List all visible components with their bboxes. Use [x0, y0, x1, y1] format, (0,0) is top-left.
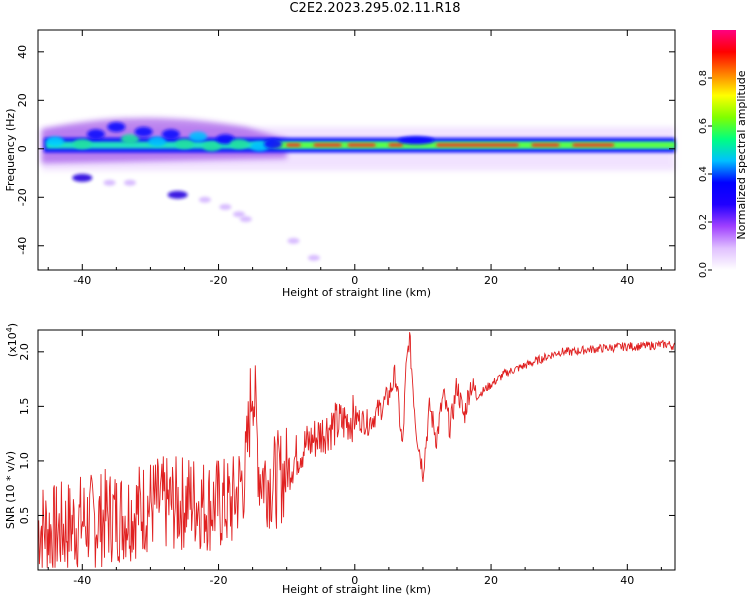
heatmap-low-blob: [219, 203, 232, 210]
heatmap-low-blob: [167, 190, 188, 199]
heatmap-ytick-label: 40: [16, 45, 29, 59]
line-plot-frame: [37, 329, 676, 571]
heatmap-xtick-label: 40: [620, 274, 634, 287]
colorbar: [712, 30, 736, 270]
heatmap-red-segment: [572, 143, 614, 147]
heatmap-low-blob: [198, 196, 211, 203]
heatmap-red-segment: [531, 143, 560, 147]
heatmap-bump: [398, 136, 435, 145]
heatmap-ylabel: Frequency (Hz): [4, 109, 17, 192]
heatmap-cluster-blob: [86, 129, 105, 140]
heatmap-cluster-blob: [189, 131, 208, 142]
heatmap-low-blob: [287, 237, 300, 244]
heatmap-cluster-blob: [46, 136, 65, 147]
heatmap-cluster-blob: [202, 141, 221, 152]
heatmap-low-blob: [232, 211, 245, 218]
heatmap-red-segment: [286, 143, 301, 147]
heatmap-red-segment: [347, 143, 376, 147]
line-ylabel-multiplier-close: ): [6, 323, 19, 327]
heatmap-low-blob: [307, 254, 320, 261]
heatmap-cluster-blob: [250, 141, 269, 152]
line-ytick-label: 0.5: [18, 507, 31, 525]
heatmap-cluster-blob: [148, 136, 167, 147]
line-ytick-label: 2.0: [18, 343, 31, 361]
heatmap-cluster-blob: [175, 138, 194, 149]
heatmap-red-segment: [436, 143, 519, 147]
heatmap-cluster-blob: [216, 134, 235, 145]
heatmap-cluster-blob: [264, 138, 283, 149]
heatmap-cluster-blob: [229, 138, 248, 149]
line-xtick-label: -20: [210, 574, 228, 587]
heatmap-red-segment: [388, 143, 403, 147]
line-xtick-label: 20: [484, 574, 498, 587]
heatmap-ytick-label: -40: [16, 237, 29, 255]
line-xlabel: Height of straight line (km): [282, 583, 431, 596]
heatmap-cluster-blob: [73, 138, 92, 149]
heatmap-ytick-label: -20: [16, 188, 29, 206]
heatmap-cluster-blob: [107, 121, 126, 132]
heatmap-red-segment: [313, 143, 342, 147]
line-ytick-label: 1.5: [18, 398, 31, 416]
heatmap-ytick-label: 0: [16, 145, 29, 152]
colorbar-tick-label: 0.0: [698, 262, 709, 278]
line-xtick-label: -40: [73, 574, 91, 587]
heatmap-low-blob: [239, 216, 252, 223]
heatmap-xtick-label: 0: [351, 274, 358, 287]
line-xtick-label: 0: [351, 574, 358, 587]
colorbar-tick-label: 0.6: [698, 118, 709, 134]
figure-title: C2E2.2023.295.02.11.R18: [289, 1, 461, 16]
heatmap-low-blob: [103, 179, 116, 186]
colorbar-tick-label: 0.4: [698, 166, 709, 182]
heatmap-cluster-blob: [134, 126, 153, 137]
colorbar-tick-label: 0.2: [698, 214, 709, 230]
snr-series-line: [37, 332, 676, 568]
heatmap-low-blob: [72, 173, 93, 182]
heatmap-xtick-label: -20: [210, 274, 228, 287]
heatmap-cluster-blob: [161, 129, 180, 140]
colorbar-label: Normalized spectral amplitude: [735, 70, 748, 239]
colorbar-tick-label: 0.8: [698, 70, 709, 86]
heatmap-xtick-label: -40: [73, 274, 91, 287]
line-ytick-label: 1.0: [18, 452, 31, 470]
heatmap-xtick-label: 20: [484, 274, 498, 287]
heatmap-low-blob: [123, 179, 136, 186]
heatmap-ytick-label: 20: [16, 93, 29, 107]
line-ylabel-multiplier-exp: 4: [5, 327, 14, 332]
line-xtick-label: 40: [620, 574, 634, 587]
line-ylabel: SNR (10 * v/v): [4, 451, 17, 529]
heatmap-xlabel: Height of straight line (km): [282, 286, 431, 299]
heatmap-cluster-blob: [120, 134, 139, 145]
line-ylabel-multiplier: (x104): [5, 323, 20, 357]
heatmap-frame: [37, 29, 676, 271]
